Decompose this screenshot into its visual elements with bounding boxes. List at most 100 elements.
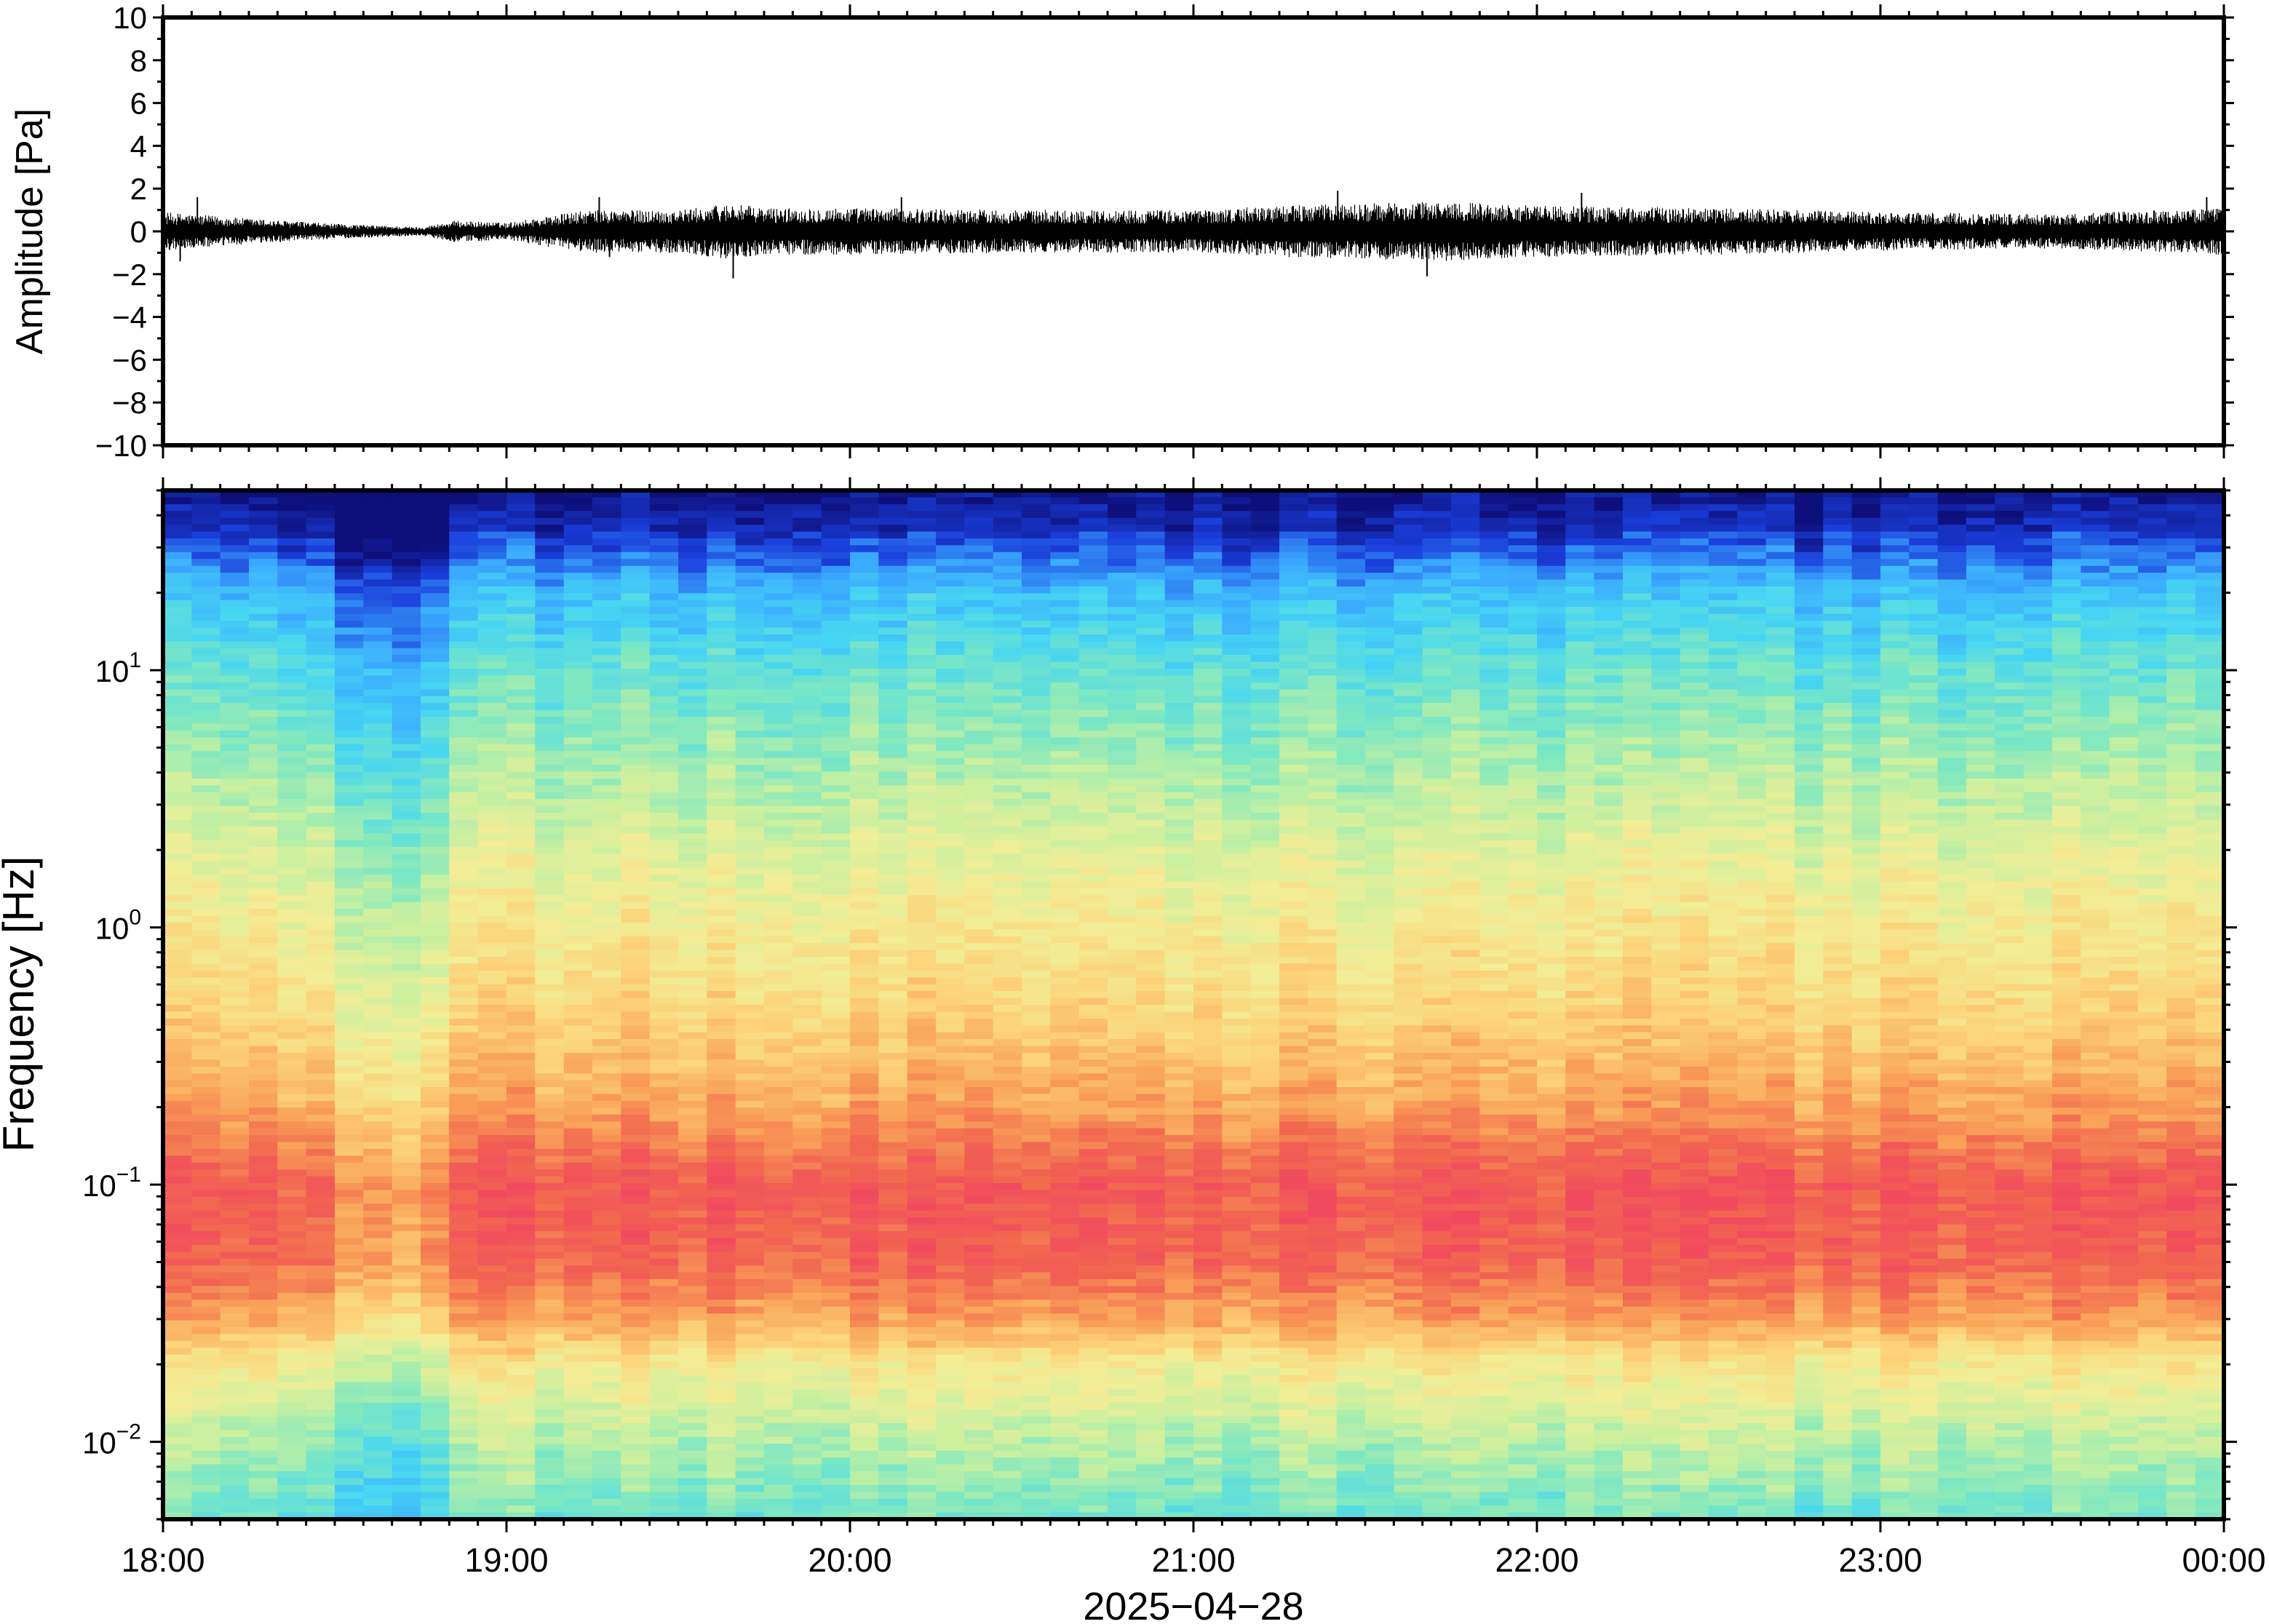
spectrogram-cell [792, 1005, 822, 1013]
spectrogram-cell [678, 607, 708, 615]
spectrogram-cell [792, 847, 822, 855]
spectrogram-cell [277, 1231, 307, 1239]
spectrogram-cell [220, 669, 250, 677]
spectrogram-cell [707, 799, 736, 807]
spectrogram-cell [1050, 1238, 1080, 1246]
spectrogram-cell [907, 1128, 937, 1136]
spectrogram-cell [964, 1183, 994, 1191]
spectrogram-cell [421, 970, 450, 979]
spectrogram-cell [792, 1025, 822, 1033]
spectrogram-cell [421, 1498, 450, 1506]
spectrogram-cell [850, 607, 880, 615]
spectrogram-cell [477, 991, 507, 999]
spectrogram-cell [563, 765, 593, 773]
spectrogram-cell [563, 1402, 593, 1410]
spectrogram-cell [191, 737, 221, 745]
spectrogram-cell [649, 723, 679, 731]
spectrogram-cell [907, 1224, 937, 1232]
spectrogram-cell [993, 833, 1022, 841]
spectrogram-cell [306, 826, 335, 835]
spectrogram-cell [964, 1101, 994, 1109]
spectrogram-cell [764, 1169, 794, 1177]
spectrogram-cell [907, 909, 937, 917]
spectrogram-cell [592, 675, 622, 683]
spectrogram-cell [506, 1279, 536, 1287]
spectrogram-cell [506, 648, 536, 656]
spectrogram-cell [592, 1471, 622, 1479]
spectrogram-cell [821, 1238, 851, 1246]
spectrogram-cell [477, 1416, 507, 1424]
spectrogram-cell [678, 936, 708, 944]
spectrogram-cell [477, 1450, 507, 1458]
spectrogram-cell [220, 826, 250, 835]
spectrogram-cell [621, 1265, 651, 1273]
spectrogram-cell [449, 634, 479, 642]
spectrogram-cell [964, 696, 994, 704]
spectrogram-cell [592, 929, 622, 937]
spectrogram-cell [735, 1354, 765, 1362]
spectrogram-cell [220, 1196, 250, 1205]
spectrogram-cell [792, 915, 822, 923]
spectrogram-cell [335, 826, 365, 835]
spectrogram-cell [277, 888, 307, 896]
spectrogram-cell [621, 545, 651, 553]
spectrogram-cell [1022, 538, 1052, 546]
spectrogram-cell [707, 1224, 736, 1232]
spectrogram-cell [277, 1334, 307, 1342]
spectrogram-cell [392, 531, 421, 539]
spectrogram-cell [535, 970, 565, 979]
spectrogram-cell [535, 1292, 565, 1301]
spectrogram-cell [850, 1430, 880, 1438]
spectrogram-cell [163, 970, 193, 979]
spectrogram-cell [1050, 833, 1080, 841]
spectrogram-cell [392, 1196, 421, 1205]
spectrogram-cell [392, 565, 421, 573]
spectrogram-cell [707, 1299, 736, 1307]
spectrogram-cell [821, 1005, 851, 1013]
spectrogram-cell [563, 565, 593, 573]
spectrogram-cell [850, 1272, 880, 1280]
spectrogram-cell [649, 1478, 679, 1486]
spectrogram-cell [964, 503, 994, 512]
spectrogram-cell [563, 929, 593, 937]
spectrogram-cell [792, 1190, 822, 1198]
spectrogram-cell [850, 1471, 880, 1479]
spectrogram-cell [306, 1348, 335, 1356]
spectrogram-cell [936, 765, 966, 773]
spectrogram-cell [964, 1436, 994, 1445]
spectrogram-cell [678, 1299, 708, 1307]
spectrogram-cell [277, 1279, 307, 1287]
spectrogram-cell [878, 1142, 908, 1150]
spectrogram-cell [535, 503, 565, 512]
spectrogram-cell [792, 1162, 822, 1170]
spectrogram-cell [506, 586, 536, 594]
spectrogram-cell [764, 1320, 794, 1328]
spectrogram-cell [506, 1217, 536, 1225]
spectrogram-cell [449, 1258, 479, 1266]
spectrogram-cell [563, 813, 593, 821]
spectrogram-cell [163, 1094, 193, 1102]
spectrogram-cell [850, 538, 880, 546]
spectrogram-cell [735, 874, 765, 883]
spectrogram-cell [506, 517, 536, 525]
spectrogram-cell [363, 1348, 393, 1356]
spectrogram-cell [707, 1196, 736, 1205]
spectrogram-cell [306, 1176, 335, 1184]
spectrogram-cell [1022, 1334, 1052, 1342]
spectrogram-cell [249, 813, 279, 821]
spectrogram-cell [563, 634, 593, 642]
spectrogram-cell [1050, 1313, 1080, 1321]
spectrogram-cell [792, 730, 822, 739]
spectrogram-cell [735, 545, 765, 553]
spectrogram-cell [764, 909, 794, 917]
spectrogram-cell [506, 1464, 536, 1472]
spectrogram-cell [792, 881, 822, 889]
spectrogram-cell [936, 751, 966, 759]
spectrogram-cell [993, 503, 1022, 512]
spectrogram-cell [936, 607, 966, 615]
spectrogram-cell [735, 998, 765, 1006]
spectrogram-cell [764, 1087, 794, 1095]
spectrogram-cell [449, 655, 479, 663]
spectrogram-cell [335, 1457, 365, 1465]
spectrogram-cell [707, 607, 736, 615]
